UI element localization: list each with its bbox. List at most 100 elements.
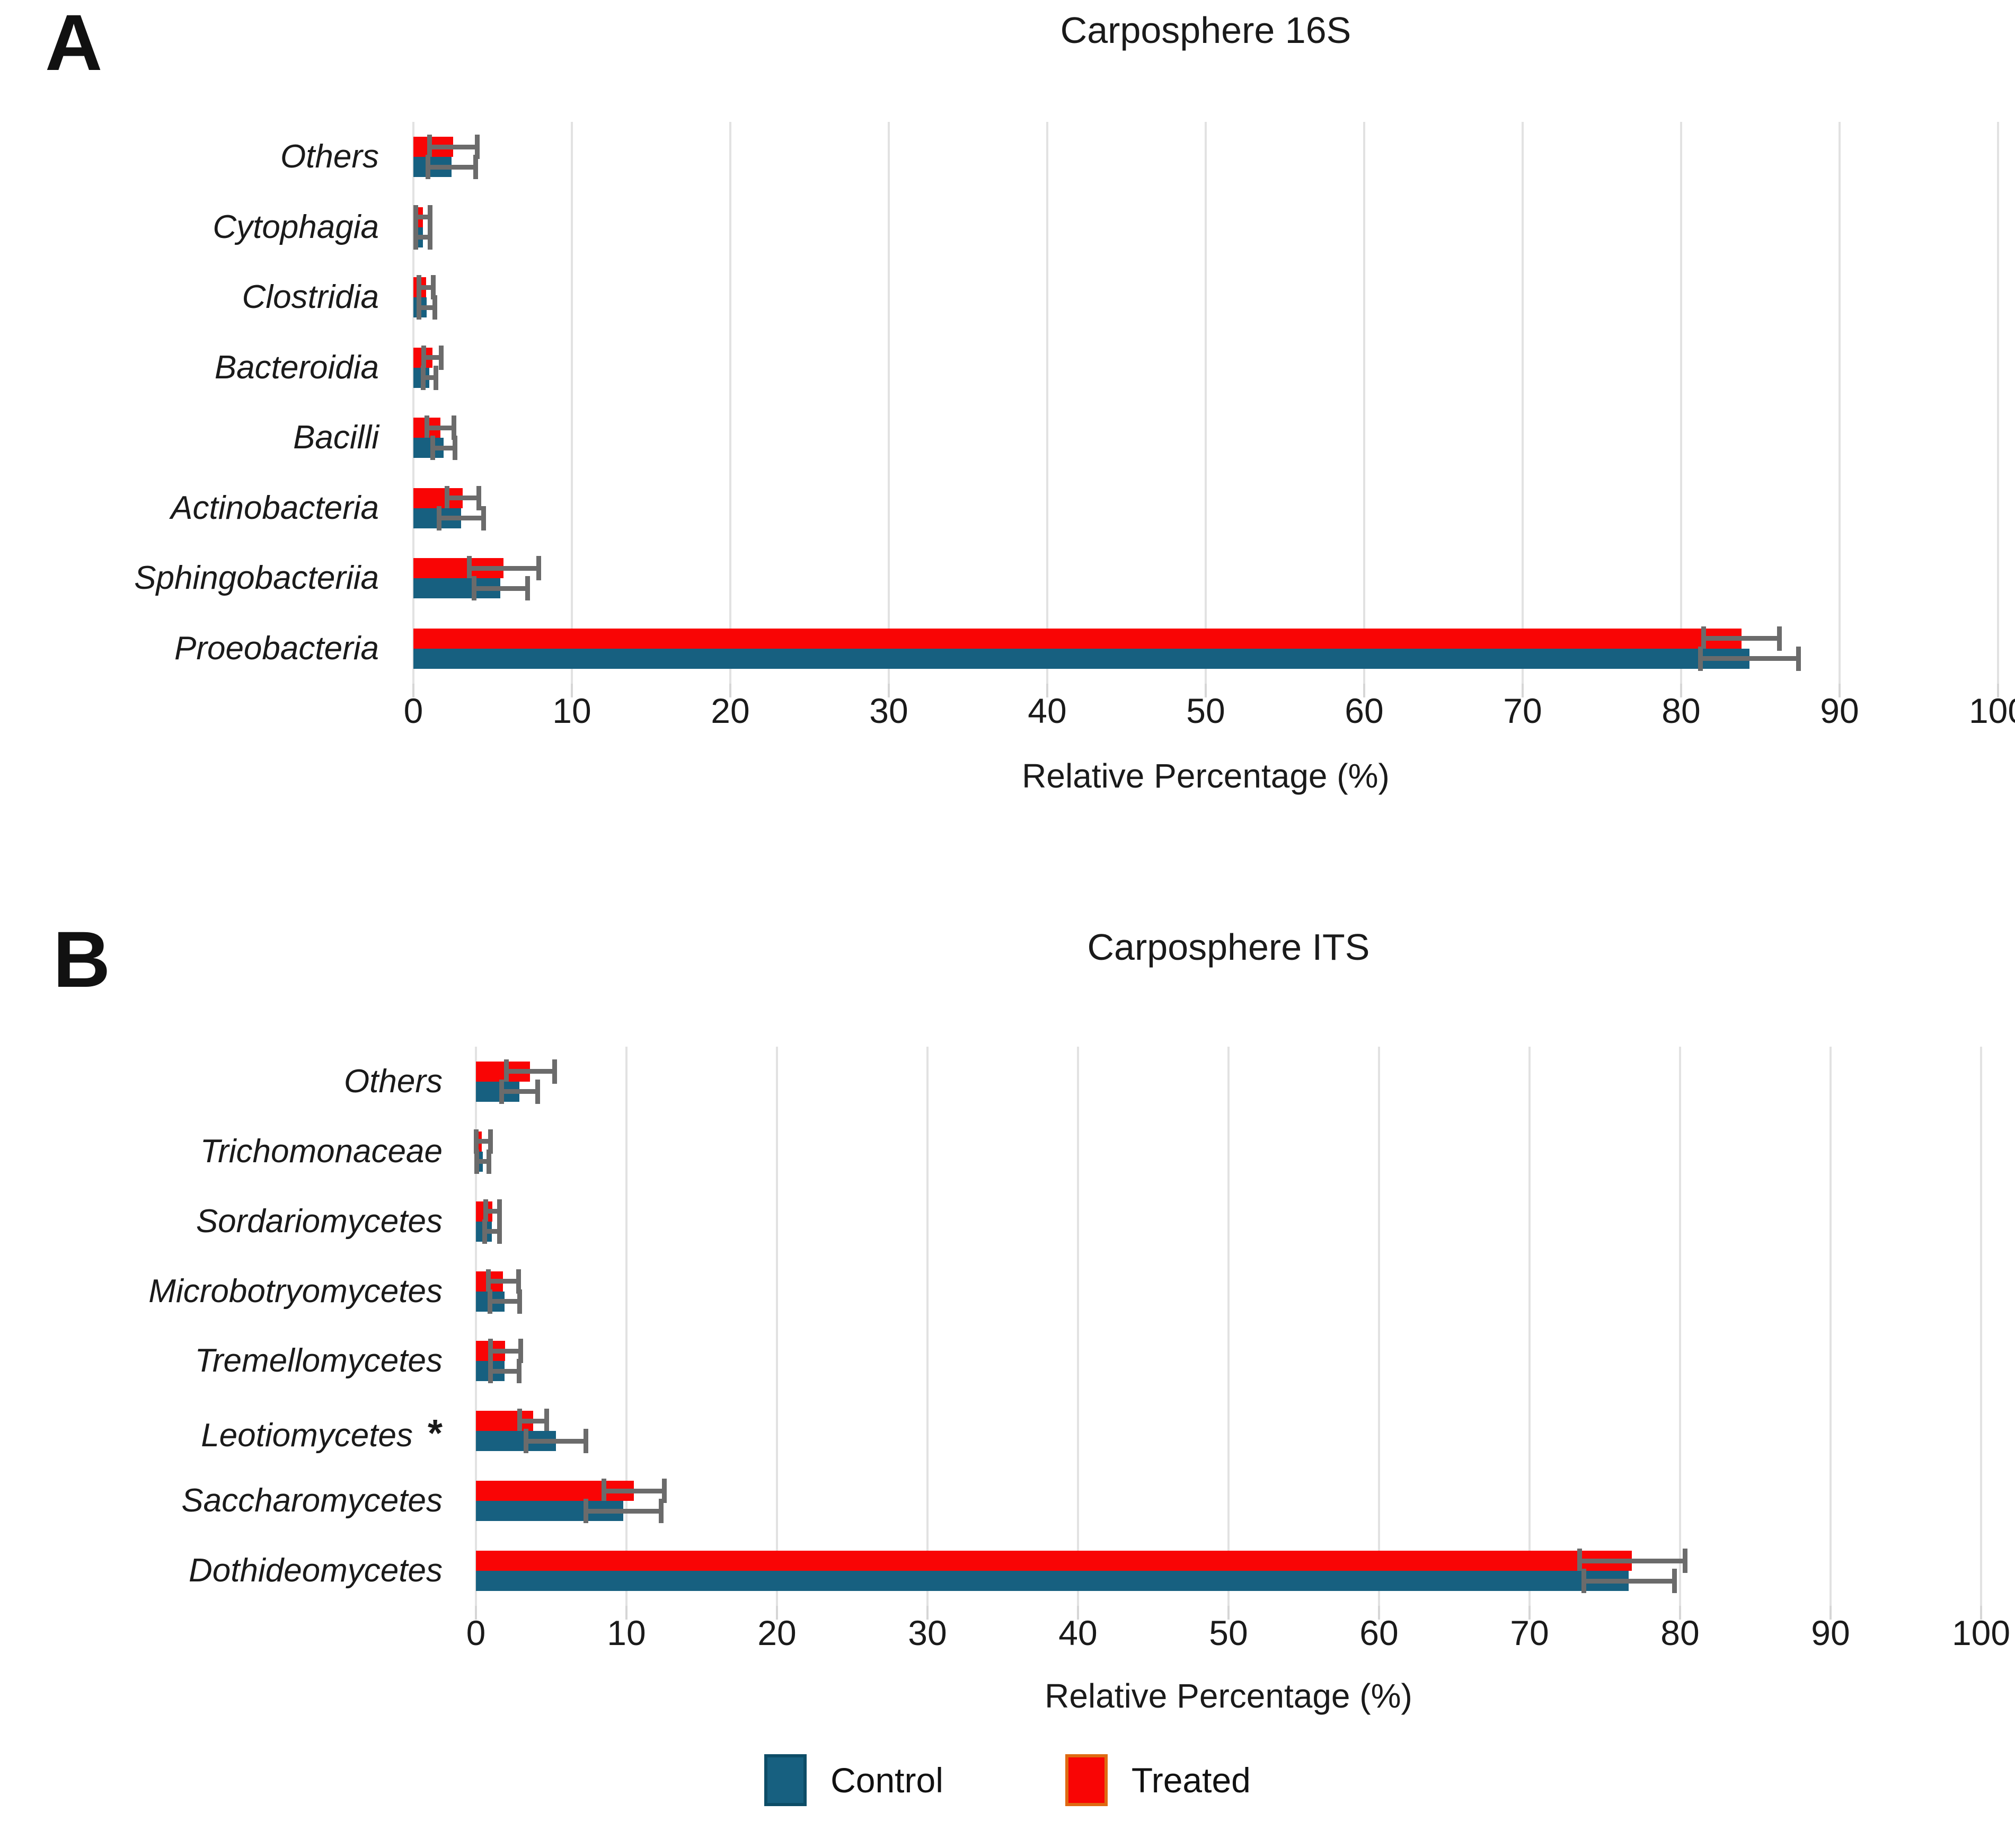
x-tick-label: 80 [1660,1613,1700,1652]
category-label-row: Others [280,140,379,173]
error-bar [484,1229,499,1234]
error-bar-cap [1698,646,1703,671]
gridline [1046,122,1048,684]
error-bar-cap [535,1079,541,1104]
x-tick-mark [888,684,890,697]
error-bar [427,425,454,430]
gridline [1997,122,1999,684]
panel-b-title: Carposphere ITS [1087,926,1370,968]
error-bar-cap [452,415,457,440]
x-tick-mark [1046,684,1048,697]
error-bar-cap [1682,1549,1687,1573]
error-bar [476,1159,489,1164]
x-tick-label: 30 [869,691,908,730]
x-tick-label: 80 [1662,691,1701,730]
x-tick-label: 30 [908,1613,947,1652]
category-label: Proeobacteria [174,630,379,667]
error-bar-cap [552,1059,557,1084]
significance-asterisk: * [427,1412,443,1455]
error-bar-cap [427,135,432,160]
error-bar-cap [428,225,433,250]
error-bar [489,1299,520,1304]
x-tick-label: 20 [757,1613,797,1652]
error-bar-cap [1577,1549,1582,1573]
gridline [1205,122,1207,684]
error-bar-cap [499,1079,505,1104]
error-bar-cap [518,1339,523,1364]
x-tick-label: 0 [466,1613,486,1652]
error-bar-cap [497,1199,502,1224]
gridline [571,122,573,684]
category-label-row: Leotiomycetes * [201,1414,443,1453]
error-bar-cap [430,436,435,461]
x-tick-mark [625,1606,628,1620]
category-label: Clostridia [242,279,379,316]
error-bar [1579,1558,1685,1563]
category-label-row: Sordariomycetes [196,1205,443,1238]
error-bar-cap [420,365,426,390]
category-label: Sordariomycetes [196,1202,443,1240]
gridline [1679,1047,1681,1606]
panel-b-letter: B [53,915,111,1004]
error-bar [446,496,479,501]
error-bar-cap [488,1359,493,1384]
category-label: Dothideomycetes [188,1552,443,1589]
error-bar-cap [1777,626,1782,651]
x-tick-mark [1839,684,1841,697]
gridline [1839,122,1841,684]
gridline [412,122,414,684]
category-label-row: Saccharomycetes [181,1484,443,1517]
x-tick-label: 100 [1951,1613,2011,1652]
gridline [625,1047,628,1606]
x-tick-mark [729,684,731,697]
panel-a-x-axis-label: Relative Percentage (%) [1022,757,1390,795]
x-tick-label: 70 [1510,1613,1549,1652]
error-bar [1703,636,1780,641]
legend-item-treated: Treated [1065,1754,1251,1806]
error-bar-cap [544,1409,550,1434]
error-bar [519,1418,547,1423]
error-bar-cap [474,1129,479,1154]
gridline [1528,1047,1531,1606]
x-tick-label: 60 [1359,1613,1399,1652]
legend-treated-label: Treated [1131,1761,1251,1800]
category-label: Saccharomycetes [181,1482,443,1519]
panel-a-letter: A [45,0,103,87]
panel-a-plot-area [412,122,1999,697]
error-bar-cap [474,1149,480,1174]
category-label-row: Others [344,1065,443,1098]
error-bar-cap [487,1149,492,1174]
category-label: Others [280,138,379,175]
error-bar-cap [497,1219,502,1244]
gridline [1980,1047,1982,1606]
error-bar [416,215,430,220]
error-bar-cap [1701,626,1706,651]
gridline [1077,1047,1079,1606]
error-bar-cap [433,365,438,390]
x-tick-mark [1528,1606,1531,1620]
x-tick-mark [1830,1606,1832,1620]
x-tick-mark [1679,1606,1681,1620]
error-bar-cap [471,576,476,601]
legend-control-label: Control [830,1761,943,1800]
error-bar [419,305,435,310]
category-label-row: Trichomonaceae [200,1135,443,1168]
category-label: Trichomonaceae [200,1133,443,1170]
error-bar [422,375,436,381]
error-bar-cap [413,225,419,250]
panel-a-category-labels: Others Cytophagia Clostridia Bacteroidia Bac… [0,122,379,684]
error-bar [429,144,477,149]
error-bar-cap [466,556,472,581]
x-tick-mark [1077,1606,1079,1620]
error-bar-cap [413,205,419,229]
error-bar [501,1089,538,1094]
gridline [729,122,731,684]
x-tick-label: 90 [1811,1613,1850,1652]
gridline [1227,1047,1230,1606]
x-tick-mark [1522,684,1524,697]
error-bar-cap [1796,646,1801,671]
x-tick-mark [1980,1606,1982,1620]
legend: Control Treated [0,1754,2015,1806]
gridline [888,122,890,684]
x-tick-mark [1997,684,1999,697]
